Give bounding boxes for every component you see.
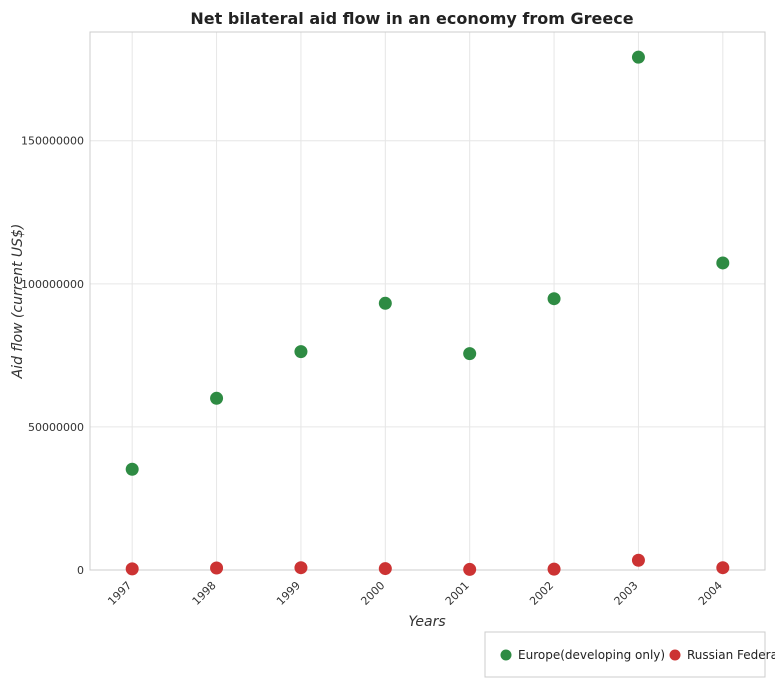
x-tick-label: 1999 [274,579,303,608]
legend: Europe(developing only) Russian Federati… [484,631,775,678]
y-tick-label: 100000000 [21,278,84,291]
point-russia [378,562,392,576]
y-axis-label: Aid flow (current US$) [10,224,26,380]
x-tick-label: 2001 [443,579,472,608]
data-points [125,50,730,576]
x-tick-label: 2003 [612,579,641,608]
plot-frame [89,31,766,571]
x-axis-label: Years [408,614,445,630]
y-tick-label: 0 [77,564,84,577]
legend-label-russia: Russian Federation [687,648,775,662]
point-russia [294,561,308,575]
point-europe [125,462,139,476]
y-tick-label: 50000000 [28,421,84,434]
legend-label-europe: Europe(developing only) [518,648,665,662]
x-tick-label: 1998 [190,579,219,608]
legend-marker-europe [500,649,512,661]
point-europe [631,50,645,64]
point-russia [716,561,730,575]
point-europe [294,345,308,359]
point-russia [463,562,477,576]
point-europe [716,256,730,270]
point-europe [210,391,224,405]
point-europe [547,292,561,306]
y-tick-label: 150000000 [21,135,84,148]
x-tick-label: 1997 [105,579,134,608]
x-tick-label: 2004 [696,579,725,608]
point-russia [210,561,224,575]
chart-title: Net bilateral aid flow in an economy fro… [190,9,633,28]
legend-marker-russia [669,649,681,661]
grid [90,32,765,571]
point-russia [631,553,645,567]
point-russia [547,562,561,576]
point-europe [378,296,392,310]
x-tick-label: 2002 [527,579,556,608]
point-europe [463,347,477,361]
x-tick-label: 2000 [358,579,387,608]
point-russia [125,562,139,576]
x-tick-labels: 1997 1998 1999 2000 2001 2002 2003 2004 [105,579,725,608]
legend-box [484,631,766,678]
y-tick-labels: 0 50000000 100000000 150000000 [21,135,84,577]
